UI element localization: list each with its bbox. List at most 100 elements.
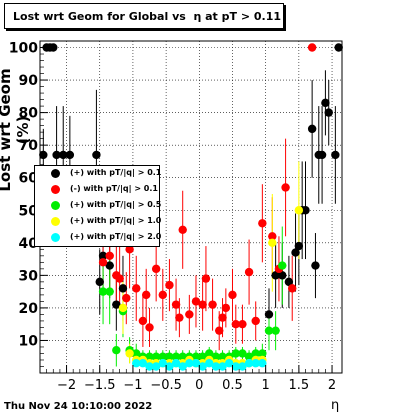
data-point <box>132 349 141 358</box>
data-point <box>231 349 241 358</box>
data-point <box>171 300 181 309</box>
data-point <box>311 261 320 270</box>
data-point <box>238 319 247 329</box>
data-point <box>151 362 161 371</box>
legend-marker <box>51 201 60 210</box>
data-point <box>59 150 68 160</box>
data-point <box>211 362 221 371</box>
data-point <box>132 359 141 368</box>
data-point <box>268 238 277 248</box>
legend-label: (-) with pT/|q| > 0.1 <box>70 184 158 193</box>
legend-entry: (+) with pT/|q| > 0.5 <box>35 198 162 214</box>
data-point <box>158 290 167 300</box>
x-tick-label: 2 <box>328 378 336 393</box>
data-point <box>231 319 241 329</box>
x-axis-label: η <box>331 398 340 413</box>
legend: (+) with pT/|q| > 0.1 (-) with pT/|q| > … <box>34 165 162 247</box>
legend-entry: (+) with pT/|q| > 2.0 <box>35 230 162 246</box>
data-point <box>158 352 167 361</box>
data-point <box>158 359 167 368</box>
data-point <box>151 264 161 274</box>
data-point <box>98 258 108 267</box>
data-point <box>39 150 48 160</box>
x-tick-label: −0.5 <box>150 378 182 393</box>
data-point <box>258 349 267 358</box>
data-point <box>211 352 221 361</box>
data-point <box>307 124 317 134</box>
chart-title: Lost wrt Geom for Global vs η at pT > 0.… <box>13 10 282 23</box>
data-point <box>145 352 154 361</box>
y-tick-label: 50 <box>19 203 39 219</box>
data-point <box>118 284 128 293</box>
data-point <box>151 352 161 361</box>
x-tick-label: 0.5 <box>222 378 243 393</box>
y-tick-label: 40 <box>19 236 39 252</box>
data-point <box>278 271 287 280</box>
legend-marker <box>51 217 60 226</box>
data-point <box>268 232 277 241</box>
data-point <box>218 362 227 371</box>
data-point <box>238 362 247 371</box>
data-point <box>221 303 231 313</box>
data-point <box>205 359 214 368</box>
data-point <box>118 303 128 313</box>
data-point <box>198 362 207 371</box>
data-point <box>191 297 201 306</box>
data-point <box>52 150 61 160</box>
x-tick-label: 1 <box>262 378 270 393</box>
data-point <box>271 326 280 335</box>
data-point <box>244 352 254 361</box>
data-point <box>294 206 304 215</box>
axes: −2 −1.5 −1 −0.5 0 0.5 1 1.5 2 10 20 30 40 50 60 70 80 90 1… <box>9 41 336 393</box>
x-tick-label: 1.5 <box>289 378 310 393</box>
legend-marker <box>51 233 60 242</box>
data-point <box>208 300 217 309</box>
data-point <box>105 287 114 296</box>
data-point <box>125 245 134 254</box>
data-point <box>112 300 121 309</box>
legend-label: (+) with pT/|q| > 2.0 <box>70 232 162 241</box>
data-point <box>228 290 237 300</box>
y-axis-label: Lost wrt Geom (%) <box>0 68 32 192</box>
data-point <box>244 359 254 368</box>
data-point <box>317 150 327 160</box>
data-point <box>251 359 260 368</box>
data-point <box>105 261 114 270</box>
data-point <box>165 352 174 361</box>
data-point <box>271 271 280 280</box>
data-point <box>198 300 207 309</box>
data-point <box>224 359 234 368</box>
data-point <box>165 280 174 290</box>
data-point <box>125 349 134 358</box>
data-point <box>49 43 58 52</box>
data-point <box>264 310 274 319</box>
data-point <box>191 359 201 368</box>
data-point <box>171 352 181 361</box>
data-point <box>122 293 131 303</box>
data-point <box>105 251 114 261</box>
chart-title-box: Lost wrt Geom for Global vs η at pT > 0.… <box>4 3 284 29</box>
legend-label: (+) with pT/|q| > 0.5 <box>70 200 162 209</box>
x-tick-label: −2 <box>57 378 76 393</box>
data-point <box>92 150 101 160</box>
legend-entry: (+) with pT/|q| > 0.1 <box>35 166 161 182</box>
x-tick-label: −1 <box>123 378 142 393</box>
y-tick-label: 20 <box>19 301 39 317</box>
data-point <box>251 316 260 326</box>
data-point <box>321 98 330 108</box>
grid-lines <box>40 41 342 373</box>
data-point <box>201 274 211 283</box>
timestamp: Thu Nov 24 10:10:00 2022 <box>4 401 153 412</box>
data-point <box>191 352 201 361</box>
data-point <box>294 241 304 251</box>
data-point <box>244 267 254 277</box>
data-point <box>218 352 227 361</box>
data-point <box>198 352 207 361</box>
data-point <box>205 349 214 358</box>
data-point <box>334 43 343 52</box>
data-point <box>145 362 154 371</box>
data-point <box>112 346 121 355</box>
data-point <box>141 290 151 300</box>
y-tick-label: 70 <box>19 138 39 154</box>
data-point <box>178 362 187 371</box>
